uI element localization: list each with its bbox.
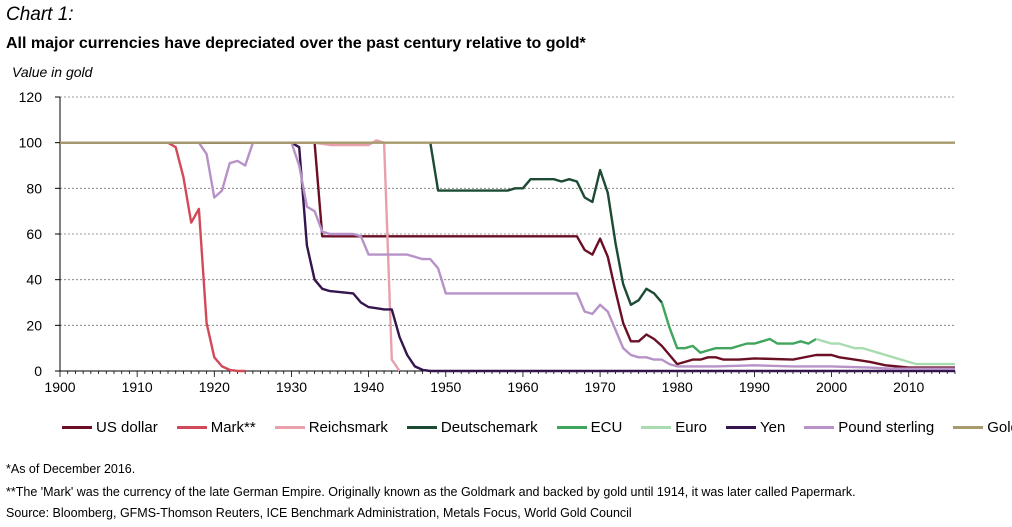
legend-label: Deutschemark: [440, 419, 538, 436]
x-tick-label-2000: 2000: [816, 379, 847, 395]
y-axis-label: Value in gold: [12, 64, 93, 80]
series-line-euro: [815, 337, 955, 366]
series-line-pound-sterling: [60, 141, 955, 370]
legend-item-pound-sterling: Pound sterling: [804, 419, 934, 436]
legend-swatch: [641, 426, 672, 429]
legend-swatch: [274, 426, 305, 429]
legend-item-deutschemark: Deutschemark: [406, 419, 538, 436]
legend-label: US dollar: [96, 419, 158, 436]
legend-swatch: [804, 426, 835, 429]
source-note: Source: Bloomberg, GFMS-Thomson Reuters,…: [6, 506, 632, 520]
legend-swatch: [62, 426, 92, 429]
legend-swatch: [556, 426, 587, 429]
x-tick-label-1930: 1930: [276, 379, 307, 395]
y-tick-label-80: 80: [26, 180, 42, 196]
legend-item-euro: Euro: [641, 419, 707, 436]
legend-label: Yen: [759, 419, 786, 436]
legend-item-us-dollar: US dollar: [62, 419, 158, 436]
footnote-mark: **The 'Mark' was the currency of the lat…: [6, 485, 856, 499]
legend-swatch: [406, 426, 437, 429]
x-tick-label-1900: 1900: [44, 379, 75, 395]
footnote-as-of: *As of December 2016.: [6, 462, 136, 476]
series-line-us-dollar: [60, 141, 955, 369]
legend-swatch: [176, 426, 207, 429]
x-tick-label-2010: 2010: [893, 379, 924, 395]
series-line-deutschemark: [429, 142, 663, 306]
x-tick-label-1970: 1970: [585, 379, 616, 395]
x-tick-label-1950: 1950: [430, 379, 461, 395]
x-tick-label-1920: 1920: [199, 379, 230, 395]
legend-label: Gold: [987, 419, 1012, 436]
x-tick-label-1910: 1910: [122, 379, 153, 395]
legend-item-ecu: ECU: [556, 419, 623, 436]
x-tick-label-1990: 1990: [739, 379, 770, 395]
legend-label: Pound sterling: [838, 419, 935, 436]
series-line-yen: [60, 141, 955, 373]
legend-label: Reichsmark: [308, 419, 388, 436]
legend-label: ECU: [590, 419, 623, 436]
legend-label: Mark**: [210, 419, 256, 436]
chart-legend: US dollar Mark** Reichsmark Deutschemark ECU…: [62, 419, 1012, 436]
x-tick-label-1960: 1960: [507, 379, 538, 395]
x-tick-label-1940: 1940: [353, 379, 384, 395]
y-tick-label-100: 100: [19, 135, 43, 151]
y-tick-label-0: 0: [34, 363, 42, 379]
y-tick-label-40: 40: [26, 272, 42, 288]
legend-item-reichsmark: Reichsmark: [274, 419, 388, 436]
legend-item-gold: Gold: [953, 419, 1012, 436]
chart-title: All major currencies have depreciated ov…: [6, 35, 586, 52]
y-tick-label-120: 120: [19, 89, 43, 105]
series-line-mark: [60, 141, 246, 373]
legend-item-yen: Yen: [725, 419, 786, 436]
legend-item-mark: Mark**: [176, 419, 256, 436]
chart-number-label: Chart 1:: [6, 4, 74, 25]
series-line-ecu: [660, 302, 817, 354]
legend-label: Euro: [675, 419, 707, 436]
x-tick-label-1980: 1980: [662, 379, 693, 395]
legend-swatch: [953, 426, 984, 429]
legend-swatch: [725, 426, 756, 429]
line-chart: 0 20 40 60 80 100 120 1900 1910 1920 1930 1940 1950 1…: [19, 89, 956, 395]
y-tick-label-20: 20: [26, 317, 42, 333]
y-tick-label-60: 60: [26, 226, 42, 242]
